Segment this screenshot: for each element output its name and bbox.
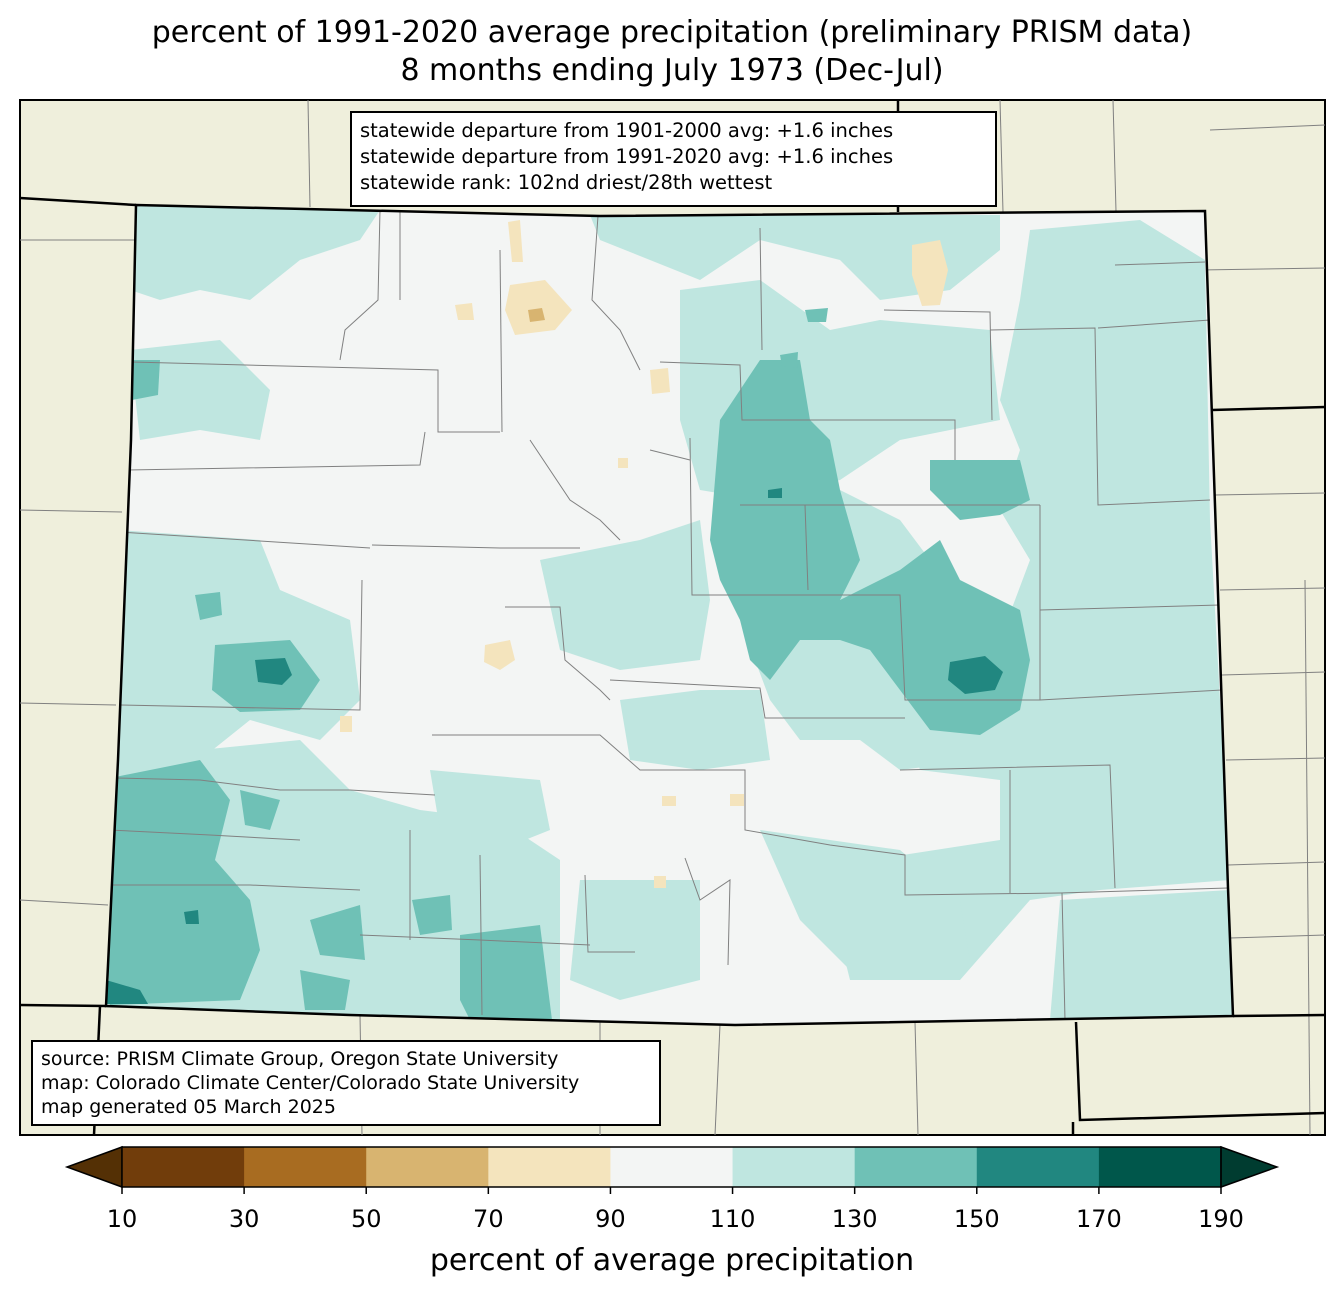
colorbar-outline <box>121 1146 1222 1188</box>
colorbar-tick-label: 90 <box>595 1205 626 1233</box>
colorbar-under-arrow <box>64 1145 123 1189</box>
stats-line-3: statewide rank: 102nd driest/28th wettes… <box>360 171 773 194</box>
colorbar <box>64 1145 1280 1194</box>
colorbar-tick-label: 190 <box>1198 1205 1244 1233</box>
colorbar-bin-90-110 <box>610 1147 734 1187</box>
colorbar-bin-10-30 <box>122 1147 245 1187</box>
county-lines <box>106 209 1229 1021</box>
colorbar-tick-label: 30 <box>228 1205 260 1233</box>
colorbar-tick-label: 130 <box>831 1205 878 1233</box>
colorbar-label: percent of average precipitation <box>429 1243 915 1278</box>
map-subtitle: 8 months ending July 1973 (Dec-Jul) <box>400 53 944 88</box>
colorbar-tick-label: 10 <box>106 1205 138 1233</box>
colorbar-bin-30-50 <box>244 1147 367 1187</box>
source-box: source: PRISM Climate Group, Oregon Stat… <box>31 1040 661 1126</box>
colorbar-bin-70-90 <box>488 1147 611 1187</box>
colorbar-tick-label: 50 <box>350 1205 382 1233</box>
colorado-border <box>104 203 1235 1027</box>
source-line-1: source: PRISM Climate Group, Oregon Stat… <box>41 1048 559 1070</box>
colorbar-bin-130-150 <box>854 1147 978 1187</box>
colorbar-bin-50-70 <box>366 1147 489 1187</box>
stats-line-1: statewide departure from 1901-2000 avg: … <box>360 119 894 142</box>
colorbar-bin-170-190 <box>1098 1147 1222 1187</box>
colorbar-over-arrow <box>1220 1145 1280 1189</box>
stats-line-2: statewide departure from 1991-2020 avg: … <box>360 145 894 168</box>
source-line-2: map: Colorado Climate Center/Colorado St… <box>41 1072 580 1094</box>
statewide-stats-box: statewide departure from 1901-2000 avg: … <box>350 111 997 207</box>
colorbar-bin-150-170 <box>976 1147 1100 1187</box>
source-line-3: map generated 05 March 2025 <box>41 1096 336 1118</box>
map-title: percent of 1991-2020 average precipitati… <box>151 15 1193 50</box>
neighbor-lines <box>19 99 1326 1136</box>
colorbar-tick-label: 150 <box>953 1205 1000 1233</box>
colorbar-tick-label: 170 <box>1075 1205 1122 1233</box>
colorbar-tick-label: 70 <box>473 1205 504 1233</box>
colorbar-bin-110-130 <box>732 1147 856 1187</box>
colorbar-tick-label: 110 <box>709 1205 756 1233</box>
